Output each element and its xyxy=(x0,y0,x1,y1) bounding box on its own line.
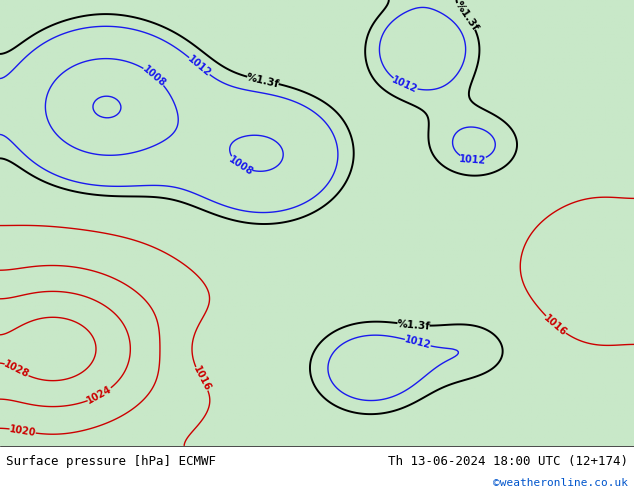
Text: 1028: 1028 xyxy=(3,359,31,380)
Text: ©weatheronline.co.uk: ©weatheronline.co.uk xyxy=(493,478,628,489)
Text: 1008: 1008 xyxy=(141,64,168,89)
Text: %1.3f: %1.3f xyxy=(245,72,280,89)
Text: 1012: 1012 xyxy=(459,154,487,166)
Text: 1024: 1024 xyxy=(86,384,114,406)
Text: 1020: 1020 xyxy=(8,424,37,438)
Text: 1016: 1016 xyxy=(191,365,212,393)
Text: 1012: 1012 xyxy=(186,54,213,79)
Text: %1.3f: %1.3f xyxy=(396,318,430,331)
Text: Th 13-06-2024 18:00 UTC (12+174): Th 13-06-2024 18:00 UTC (12+174) xyxy=(387,455,628,468)
Text: 1012: 1012 xyxy=(403,335,432,351)
Text: Surface pressure [hPa] ECMWF: Surface pressure [hPa] ECMWF xyxy=(6,455,216,468)
Text: 1012: 1012 xyxy=(391,75,419,95)
Text: 1016: 1016 xyxy=(542,313,569,338)
Text: 1008: 1008 xyxy=(227,154,255,177)
Text: %1.3f: %1.3f xyxy=(453,0,480,33)
